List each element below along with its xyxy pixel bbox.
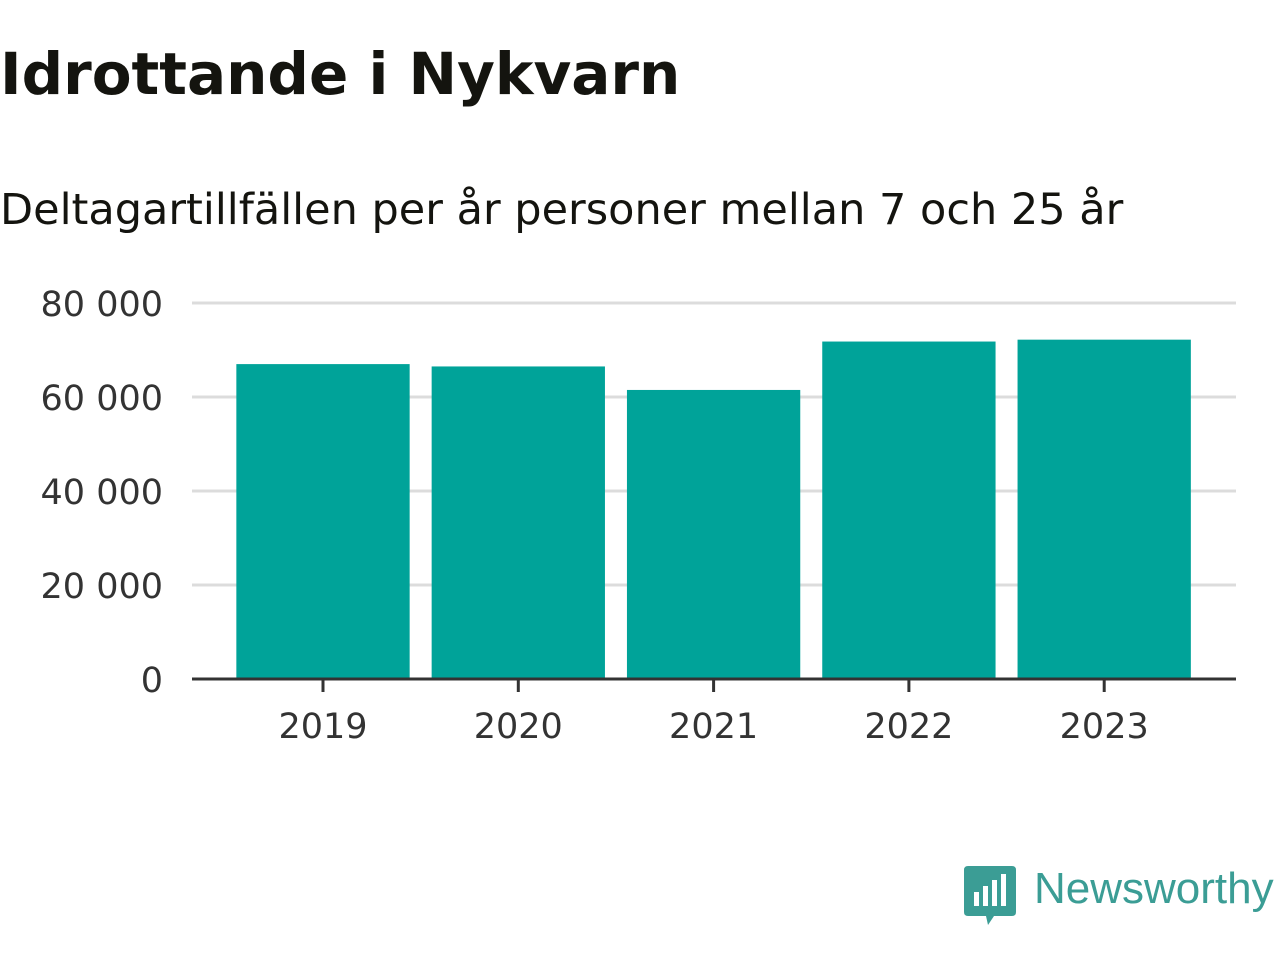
y-tick-label: 20 000	[41, 567, 163, 607]
newsworthy-logo-icon	[964, 866, 1016, 925]
x-tick-label: 2022	[864, 707, 953, 747]
brand-name: Newsworthy	[1034, 864, 1274, 913]
x-tick-label: 2021	[669, 707, 758, 747]
chart-title: Idrottande i Nykvarn	[0, 40, 681, 108]
tick-labels: 0 20 000 40 000 60 000 80 000 2019 2020 2021 202…	[41, 285, 1149, 747]
y-tick-label: 60 000	[41, 379, 163, 419]
bar	[822, 341, 996, 679]
bar	[1017, 339, 1191, 679]
axes	[192, 677, 1236, 692]
bar	[236, 364, 410, 679]
bar	[431, 366, 605, 679]
x-tick-label: 2020	[474, 707, 563, 747]
chart-subtitle: Deltagartillfällen per år personer mella…	[0, 185, 1124, 235]
x-tick-label: 2019	[278, 707, 367, 747]
newsworthy-logo: Newsworthy	[964, 862, 1280, 930]
x-tick-label: 2023	[1060, 707, 1149, 747]
y-tick-label: 40 000	[41, 473, 163, 513]
bars	[236, 339, 1191, 679]
bar	[626, 389, 801, 679]
y-tick-label: 80 000	[41, 285, 163, 325]
y-tick-label: 0	[141, 661, 163, 701]
